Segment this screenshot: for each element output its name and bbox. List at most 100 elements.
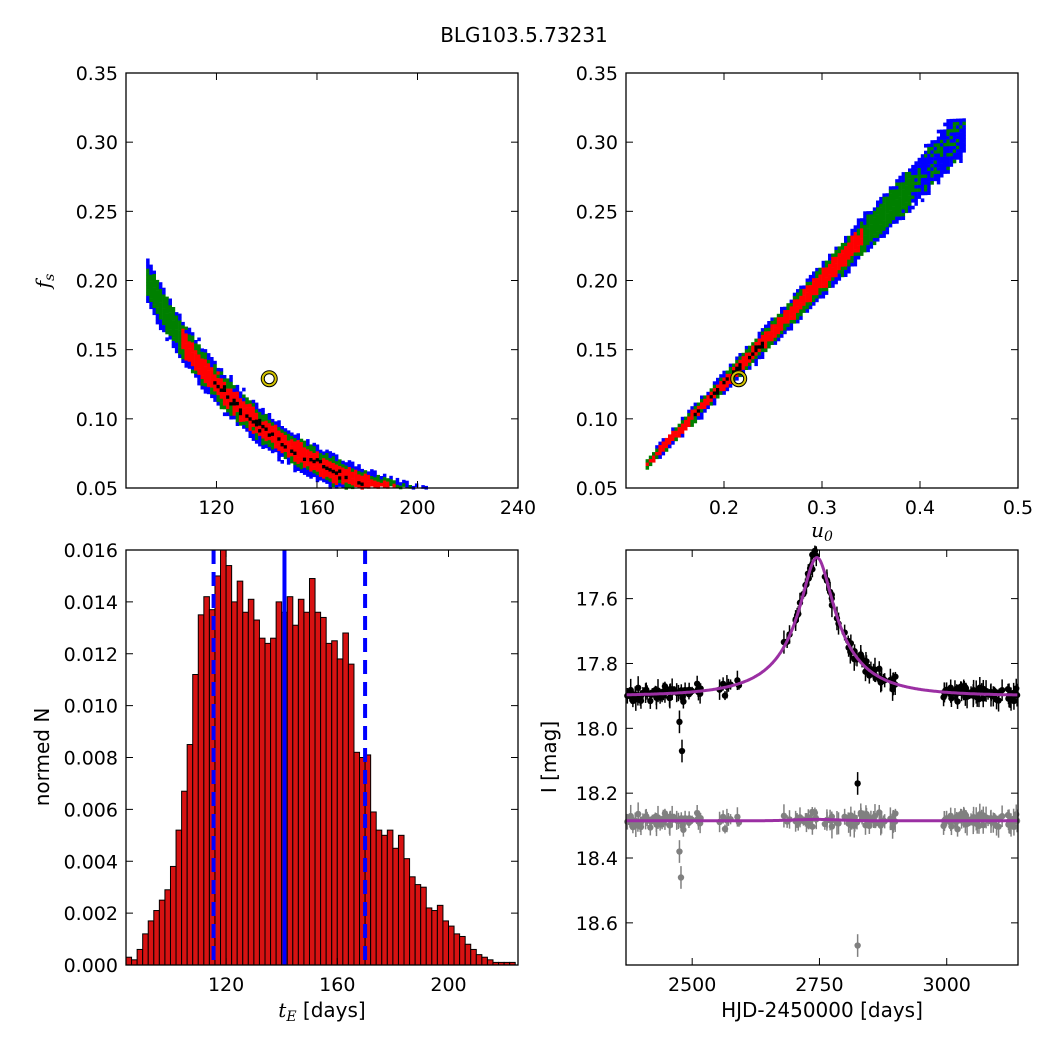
fs-te-cell (222, 375, 227, 379)
fs-te-cell (174, 318, 179, 323)
fs-u0-cell (748, 355, 752, 360)
fs-te-cell (162, 328, 166, 333)
fs-u0-cell (786, 320, 790, 324)
fs-u0-cell (744, 349, 749, 353)
fs-te-cell (190, 356, 195, 360)
fs-te-cell (226, 405, 230, 410)
fs-u0-cell (911, 181, 915, 186)
fs-te-cell (171, 324, 176, 328)
fs-u0-cell (885, 217, 890, 221)
fs-u0-cell (895, 182, 899, 187)
fs-te-xtick-label: 240 (500, 497, 536, 519)
fs-te-cell (146, 258, 150, 263)
fs-u0-cell (879, 210, 883, 215)
fs-te-cell (306, 452, 310, 457)
fs-u0-cell (696, 412, 701, 417)
fs-te-cell (213, 367, 217, 372)
fs-te-cell (165, 330, 169, 335)
fs-te-cell (344, 472, 348, 477)
fs-te-cell (152, 301, 156, 305)
fs-te-cell (229, 398, 233, 403)
fs-u0-cell (892, 193, 896, 197)
fs-u0-cell (872, 210, 877, 215)
fs-u0-cell (792, 292, 797, 297)
fs-u0-cell (808, 274, 813, 279)
fs-te-cell (280, 432, 284, 437)
histogram-bar (192, 674, 199, 966)
fs-te-cell (267, 436, 272, 441)
fs-te-cell (219, 368, 224, 372)
fs-te-cell (350, 478, 355, 483)
fs-u0-cell (680, 423, 685, 428)
fs-u0-cell (792, 296, 797, 300)
fs-u0-cell (716, 384, 720, 389)
histogram-bar (131, 959, 138, 966)
fs-u0-cell (789, 316, 794, 321)
fs-te-cell (226, 395, 230, 400)
fs-u0-cell (706, 391, 710, 396)
fs-u0-cell (898, 192, 902, 197)
fs-te-cell (152, 280, 156, 285)
fs-te-cell (194, 363, 198, 368)
histogram-bar (253, 619, 260, 966)
fs-u0-cell (728, 367, 733, 371)
fs-u0-cell (674, 430, 678, 435)
fs-u0-cell (888, 189, 893, 194)
fs-u0-cell (792, 319, 797, 324)
fs-u0-cell (674, 434, 678, 438)
fs-u0-cell (831, 277, 835, 281)
fs-u0-cell (700, 415, 704, 420)
fs-te-cell (306, 442, 310, 447)
fs-u0-cell (888, 206, 893, 211)
fs-u0-cell (722, 370, 726, 375)
fs-te-cell (376, 474, 380, 479)
fs-te-cell (315, 447, 320, 452)
fs-u0-cell (927, 187, 931, 192)
fs-te-cell (315, 444, 320, 449)
imag-axis-label: I [mag] (537, 721, 561, 793)
fs-te-cell (261, 414, 265, 419)
fs-u0-cell (808, 288, 813, 293)
fs-te-cell (370, 479, 374, 484)
fs-te-cell (158, 306, 163, 310)
fs-te-cell (203, 386, 208, 391)
fs-u0-cell (706, 398, 710, 403)
fs-u0-cell (748, 366, 752, 370)
fs-u0-cell (818, 291, 822, 296)
fs-te-cell (149, 271, 153, 276)
fs-te-cell (344, 469, 348, 473)
fs-u0-cell (898, 182, 902, 187)
fs-te-cell (245, 407, 249, 412)
fs-u0-cell (936, 150, 941, 154)
fs-u0-cell (796, 309, 800, 314)
data-point (652, 686, 659, 694)
fs-te-cell (184, 326, 188, 331)
fs-u0-cell (943, 129, 947, 134)
fs-u0-cell (917, 168, 922, 172)
fs-te-cell (194, 343, 198, 348)
fs-te-cell (146, 268, 150, 273)
residual-point (975, 813, 982, 821)
fs-u0-cell (952, 125, 957, 130)
fs-te-cell (302, 467, 307, 472)
fs-te-cell (296, 433, 300, 437)
fs-te-cell (379, 476, 384, 480)
fs-te-cell (206, 387, 211, 391)
fs-u0-cell (815, 298, 819, 303)
fs-u0-cell (885, 210, 890, 214)
fs-te-cell (210, 360, 214, 365)
fs-te-cell (338, 479, 342, 484)
fs-te-cell (376, 485, 380, 489)
fs-te-cell (254, 440, 259, 444)
fs-te-cell (232, 412, 236, 416)
fs-u0-cell (831, 256, 835, 261)
residual-point (627, 812, 634, 820)
fs-te-cell (296, 463, 300, 468)
fs-u0-cell (706, 405, 710, 410)
fs-te-cell (213, 371, 217, 375)
fs-te-cell (286, 457, 291, 462)
fs-te-cell (290, 452, 294, 457)
fs-u0-cell (805, 302, 810, 306)
fs-u0-cell (684, 423, 688, 428)
